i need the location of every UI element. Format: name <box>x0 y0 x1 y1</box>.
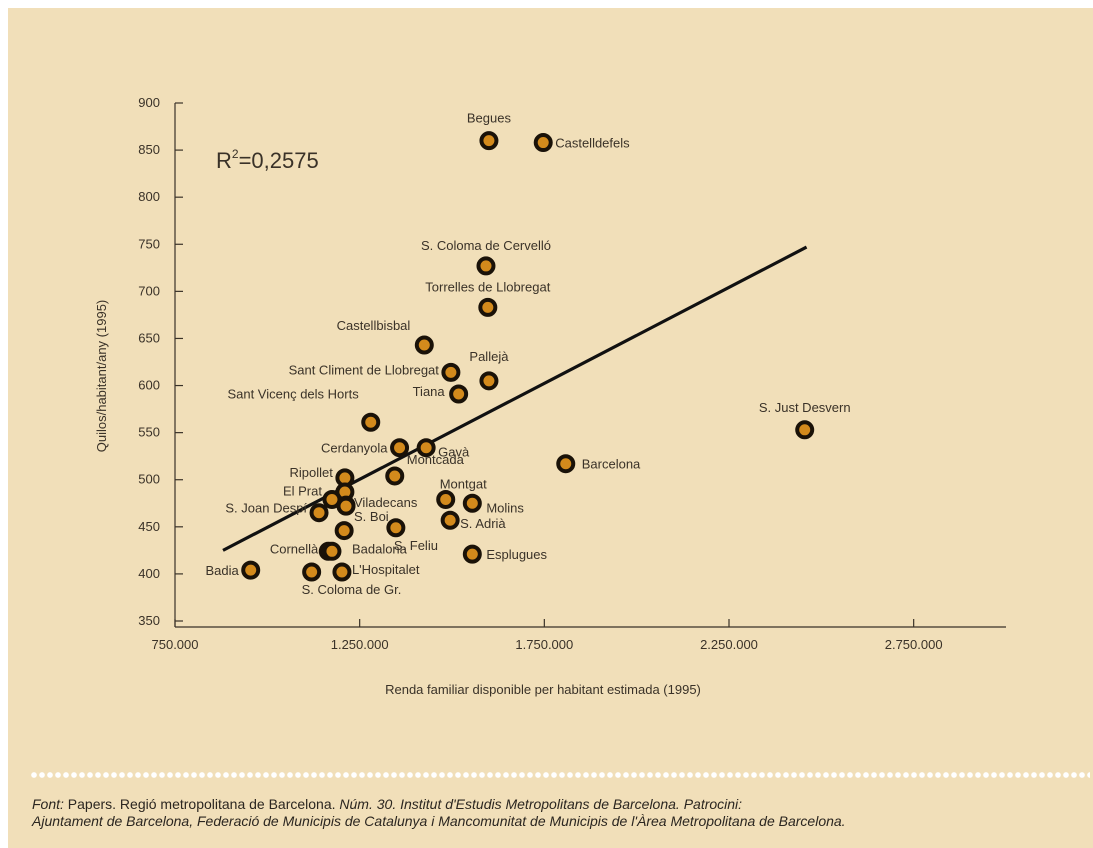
x-axis: 750.000 1.250.000 1.750.000 2.250.000 2.750.… <box>152 619 1006 652</box>
x-tick-label: 2.750.000 <box>885 637 943 652</box>
data-point <box>462 493 482 513</box>
data-point <box>386 518 406 538</box>
point-label: Castellbisbal <box>337 318 411 333</box>
data-point <box>336 496 356 516</box>
caption-part-2: Núm. 30. Institut d'Estudis Metropolitan… <box>339 796 743 812</box>
data-point <box>241 560 261 580</box>
point-label: Cerdanyola <box>321 441 388 456</box>
point-label: Gavà <box>438 445 470 460</box>
point-label: S. Boi <box>354 509 389 524</box>
point-label: Esplugues <box>486 547 547 562</box>
chart-panel: 350 400 450 500 550 600 650 700 750 800 850 900 750… <box>8 8 1093 848</box>
caption-font-label: Font: <box>32 796 64 812</box>
data-point <box>416 438 436 458</box>
data-point <box>449 384 469 404</box>
y-tick-label: 450 <box>138 519 160 534</box>
data-point <box>478 297 498 317</box>
point-label: S. Coloma de Cervelló <box>421 238 551 253</box>
data-point <box>479 131 499 151</box>
y-tick-label: 700 <box>138 283 160 298</box>
data-point <box>309 503 329 523</box>
data-point <box>322 541 342 561</box>
trend-line <box>222 245 808 552</box>
x-axis-label: Renda familiar disponible per habitant e… <box>385 682 701 697</box>
data-point <box>479 371 499 391</box>
data-point <box>462 544 482 564</box>
data-point <box>385 466 405 486</box>
caption-line-1: Font: Papers. Regió metropolitana de Bar… <box>32 796 1092 813</box>
point-label: S. Joan Despí <box>225 501 307 516</box>
x-tick-label: 1.250.000 <box>331 637 389 652</box>
caption-line-2: Ajuntament de Barcelona, Federació de Mu… <box>32 813 846 829</box>
point-label: Sant Vicenç dels Horts <box>227 386 359 401</box>
point-label: Montcada <box>407 452 465 467</box>
point-label: Sant Climent de Llobregat <box>289 362 440 377</box>
y-tick-label: 800 <box>138 189 160 204</box>
point-label: S. Just Desvern <box>759 400 851 415</box>
scatter-chart: 350 400 450 500 550 600 650 700 750 800 850 900 750… <box>94 95 1006 697</box>
data-point <box>332 562 352 582</box>
data-point <box>414 335 434 355</box>
point-label: S. Adrià <box>460 516 506 531</box>
data-point <box>334 521 354 541</box>
x-tick-label: 2.250.000 <box>700 637 758 652</box>
point-label: Montgat <box>440 477 487 492</box>
point-labels: Begues Castelldefels S. Coloma de Cervelló… <box>205 111 850 597</box>
caption-part-1: Papers. Regió metropolitana de Barcelona… <box>63 796 340 812</box>
point-label: Torrelles de Llobregat <box>425 279 550 294</box>
y-axis-label: Quilos/habitant/any (1995) <box>94 300 109 452</box>
point-label: Tiana <box>413 384 446 399</box>
point-label: Ripollet <box>290 465 334 480</box>
point-label: Begues <box>467 111 512 126</box>
x-tick-label: 1.750.000 <box>515 637 573 652</box>
data-point <box>440 510 460 530</box>
point-label: Barcelona <box>582 457 641 472</box>
point-label: Badia <box>205 563 239 578</box>
r-squared-annotation: R2=0,2575 <box>216 147 319 173</box>
data-point <box>533 133 553 153</box>
point-label: Badalona <box>352 541 408 556</box>
data-point <box>361 412 381 432</box>
y-tick-label: 350 <box>138 613 160 628</box>
point-label: Cornellà <box>270 541 319 556</box>
y-tick-label: 400 <box>138 566 160 581</box>
data-point <box>795 420 815 440</box>
x-tick-label: 750.000 <box>152 637 199 652</box>
data-point <box>302 562 322 582</box>
point-label: Pallejà <box>469 349 509 364</box>
source-caption: Font: Papers. Regió metropolitana de Bar… <box>32 796 1092 830</box>
point-label: L'Hospitalet <box>352 562 420 577</box>
data-point <box>390 438 410 458</box>
point-label: S. Feliu <box>394 538 438 553</box>
y-tick-label: 500 <box>138 472 160 487</box>
point-label: El Prat <box>283 484 322 499</box>
point-label: Viladecans <box>354 495 418 510</box>
point-label: Castelldefels <box>555 136 630 151</box>
data-point <box>441 362 461 382</box>
y-tick-label: 550 <box>138 425 160 440</box>
y-tick-label: 600 <box>138 378 160 393</box>
data-point <box>436 490 456 510</box>
data-point <box>556 454 576 474</box>
point-label: S. Coloma de Gr. <box>302 582 402 597</box>
data-points <box>241 131 815 582</box>
y-tick-label: 650 <box>138 330 160 345</box>
y-axis: 350 400 450 500 550 600 650 700 750 800 850 900 <box>138 95 183 628</box>
point-label: Molins <box>486 500 524 515</box>
y-tick-label: 900 <box>138 95 160 110</box>
y-tick-label: 850 <box>138 142 160 157</box>
data-point <box>476 256 496 276</box>
y-tick-label: 750 <box>138 236 160 251</box>
dotted-divider <box>30 770 1090 780</box>
